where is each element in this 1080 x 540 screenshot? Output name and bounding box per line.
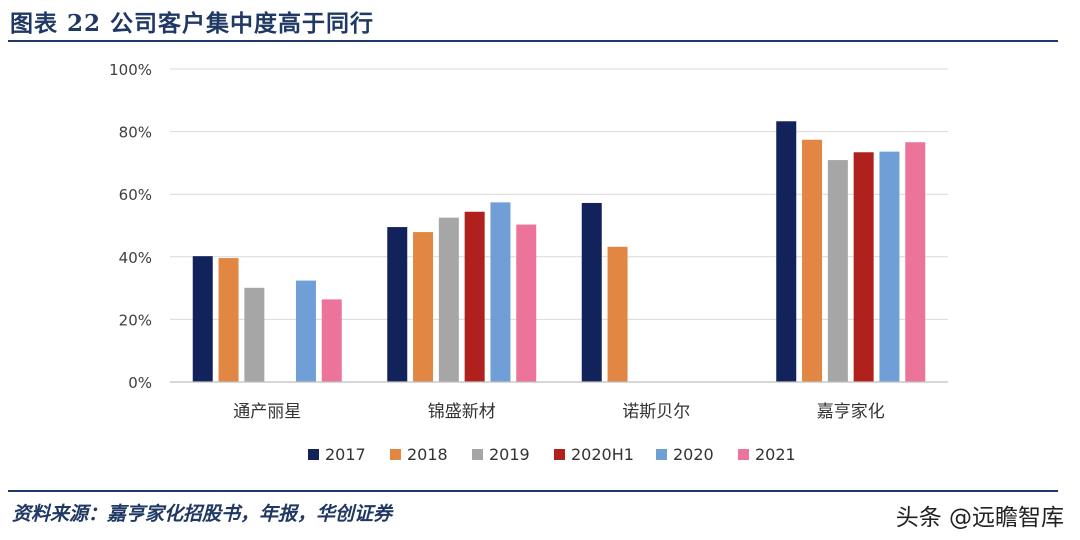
legend-label: 2018 (407, 445, 448, 464)
bar-2019-锦盛新材 (438, 217, 459, 382)
watermark: 头条 @远瞻智库 (895, 505, 1064, 531)
bar-2018-嘉亨家化 (802, 139, 823, 382)
legend-label: 2019 (489, 445, 530, 464)
y-tick-label: 100% (109, 61, 152, 79)
y-tick-label: 80% (119, 124, 152, 142)
bar-chart: 0% 20% 40% 60% 80% 100% 通产丽星 锦盛新材 诺斯贝尔 嘉亨家化 2017… (109, 61, 948, 464)
title-divider (8, 40, 1058, 42)
bar-2019-嘉亨家化 (827, 160, 848, 382)
bar-2018-通产丽星 (218, 258, 239, 382)
y-tick-label: 20% (119, 311, 152, 329)
legend-swatch-2021 (738, 449, 749, 460)
bar-2021-通产丽星 (321, 299, 342, 382)
bar-2020-嘉亨家化 (879, 151, 900, 382)
figure-title: 图表 22 公司客户集中度高于同行 (10, 10, 375, 37)
legend-label: 2017 (325, 445, 366, 464)
x-category-label: 通产丽星 (233, 402, 301, 422)
bar-2017-诺斯贝尔 (581, 202, 602, 382)
x-axis: 通产丽星 锦盛新材 诺斯贝尔 嘉亨家化 (170, 381, 948, 422)
legend-label: 2021 (755, 445, 796, 464)
y-tick-label: 0% (128, 374, 152, 392)
bar-2019-通产丽星 (244, 287, 265, 382)
footer-divider (8, 490, 1058, 492)
y-axis-tick-labels: 0% 20% 40% 60% 80% 100% (109, 61, 152, 392)
y-tick-label: 60% (119, 186, 152, 204)
legend-label: 2020H1 (571, 445, 634, 464)
bar-2021-嘉亨家化 (905, 142, 926, 382)
legend-swatch-2018 (390, 449, 401, 460)
bar-2018-锦盛新材 (413, 232, 434, 382)
legend-swatch-2017 (308, 449, 319, 460)
legend-swatch-2020H1 (554, 449, 565, 460)
legend-label: 2020 (673, 445, 714, 464)
source-note: 资料来源：嘉亨家化招股书，年报，华创证券 (12, 503, 393, 525)
legend-swatch-2020 (656, 449, 667, 460)
legend-swatch-2019 (472, 449, 483, 460)
x-category-label: 诺斯贝尔 (622, 402, 690, 422)
bar-2018-诺斯贝尔 (607, 246, 628, 382)
bar-2020H1-嘉亨家化 (853, 152, 874, 382)
bar-2017-锦盛新材 (387, 227, 408, 382)
bar-2017-通产丽星 (192, 256, 213, 382)
legend: 2017 2018 2019 2020H1 2020 2021 (308, 445, 796, 464)
y-tick-label: 40% (119, 249, 152, 267)
bar-2021-锦盛新材 (516, 224, 537, 382)
x-category-label: 锦盛新材 (428, 402, 496, 422)
bar-2020-通产丽星 (295, 280, 316, 382)
bars (192, 121, 926, 383)
x-category-label: 嘉亨家化 (817, 402, 885, 422)
bar-2017-嘉亨家化 (776, 121, 797, 383)
bar-2020-锦盛新材 (490, 202, 511, 382)
bar-2020H1-锦盛新材 (464, 211, 485, 382)
